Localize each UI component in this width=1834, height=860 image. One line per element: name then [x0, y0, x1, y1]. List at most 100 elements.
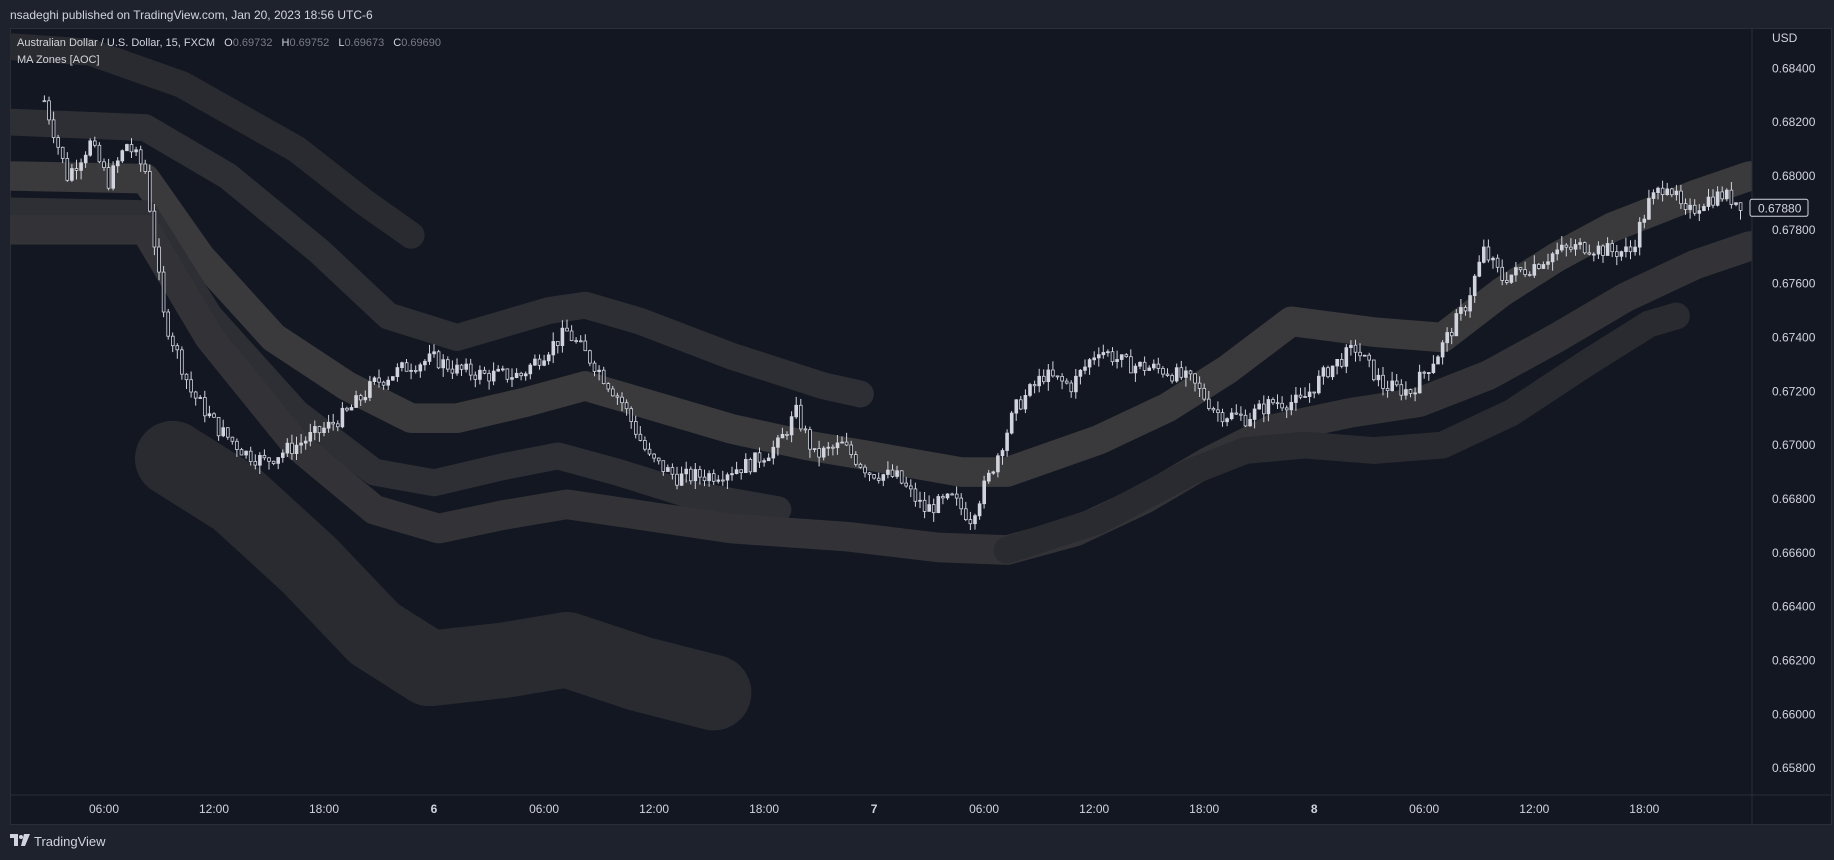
- candle: [1523, 261, 1527, 278]
- candle-body: [574, 340, 578, 343]
- candle-body: [1477, 261, 1482, 277]
- candle: [1262, 395, 1266, 423]
- candle-body: [996, 455, 1000, 473]
- candle-body: [1165, 373, 1170, 376]
- candle: [1495, 254, 1500, 273]
- candle-body: [1294, 394, 1298, 403]
- candle-body: [762, 460, 766, 463]
- candle: [1138, 361, 1142, 370]
- last-price-marker: 0.67880: [1749, 198, 1809, 217]
- candle: [418, 362, 423, 378]
- tradingview-logo[interactable]: TradingView: [10, 834, 106, 849]
- candle: [1074, 369, 1078, 399]
- candle-body: [991, 471, 996, 474]
- candle-body: [1083, 366, 1087, 371]
- candle: [611, 385, 615, 397]
- candle: [1440, 340, 1445, 365]
- candle: [643, 436, 647, 452]
- candle-body: [1702, 206, 1706, 211]
- candle-body: [1133, 365, 1138, 374]
- price-axis[interactable]: 0.68400 0.68200 0.68000 0.67800 0.67600 0.674…: [1772, 61, 1816, 775]
- candle: [1560, 236, 1564, 253]
- candle-body: [313, 426, 317, 433]
- candle-body: [1106, 351, 1110, 354]
- candle-body: [496, 368, 500, 372]
- candle-body: [1262, 403, 1266, 415]
- candle-body: [597, 369, 601, 373]
- tradingview-brand: TradingView: [34, 834, 106, 849]
- candle: [1165, 368, 1170, 377]
- candle: [886, 461, 890, 479]
- candle: [1335, 358, 1340, 375]
- candle-body: [1413, 392, 1417, 395]
- candle: [175, 343, 180, 359]
- candle: [780, 427, 785, 439]
- candle: [528, 363, 533, 380]
- candle-body: [116, 160, 120, 167]
- candle-body: [1601, 245, 1605, 256]
- candle-body: [918, 499, 922, 502]
- candle-body: [138, 149, 143, 165]
- candle-body: [1257, 403, 1262, 410]
- candle-body: [730, 473, 734, 476]
- candle-body: [1349, 344, 1353, 349]
- candle-body: [1376, 374, 1381, 381]
- candle-body: [1330, 365, 1335, 378]
- candle: [303, 436, 308, 450]
- candle-body: [441, 359, 445, 369]
- candle-body: [230, 436, 235, 442]
- candle-body: [1670, 188, 1674, 196]
- candle-body: [702, 476, 707, 482]
- candle-body: [542, 360, 546, 366]
- candle: [551, 332, 556, 364]
- candle-body: [588, 350, 592, 364]
- candle-body: [262, 454, 267, 459]
- candle-body: [1514, 267, 1518, 276]
- time-tick-label: 18:00: [309, 802, 339, 816]
- candle-body: [386, 379, 390, 386]
- price-chart[interactable]: 0.68400 0.68200 0.68000 0.67800 0.67600 0.674…: [10, 28, 1832, 825]
- candle-body: [1234, 412, 1239, 415]
- candle-body: [60, 146, 65, 159]
- candle-body: [1248, 418, 1252, 427]
- candle-body: [510, 377, 514, 380]
- candle: [514, 368, 519, 379]
- candle: [1147, 365, 1152, 371]
- candle: [656, 457, 661, 465]
- candle-body: [1592, 253, 1596, 256]
- candle-body: [551, 341, 556, 356]
- candle-body: [157, 246, 161, 273]
- candle-body: [1225, 418, 1229, 423]
- candle-body: [1427, 372, 1431, 375]
- candle-body: [244, 450, 248, 456]
- candle: [1527, 271, 1532, 277]
- candle: [588, 349, 592, 367]
- candle: [111, 161, 116, 191]
- candle-body: [629, 408, 633, 422]
- candle: [116, 157, 120, 173]
- candle-body: [1069, 382, 1074, 393]
- candle: [395, 363, 400, 382]
- candle: [734, 461, 739, 475]
- candle: [1339, 353, 1344, 369]
- candle-body: [184, 373, 189, 381]
- publisher-bar: nsadeghi published on TradingView.com, J…: [0, 0, 1834, 28]
- candle: [1500, 259, 1505, 286]
- time-tick-label: 06:00: [969, 802, 999, 816]
- indicator-name[interactable]: MA Zones [AOC]: [17, 54, 100, 66]
- candle-body: [959, 497, 963, 510]
- candle: [1042, 369, 1046, 385]
- candle: [1266, 395, 1271, 422]
- candle-body: [1615, 251, 1619, 257]
- candle-body: [725, 474, 730, 481]
- candle-body: [799, 404, 803, 430]
- candle-body: [445, 359, 450, 370]
- candle: [331, 413, 335, 431]
- candle: [730, 466, 734, 481]
- last-price-box: [1749, 198, 1809, 217]
- candle: [47, 96, 51, 125]
- time-axis[interactable]: 06:00 12:00 18:00 6 06:00 12:00 18:00 7 06:00 12:…: [89, 802, 1660, 816]
- candle-body: [345, 407, 349, 411]
- price-tick-label: 0.67400: [1772, 331, 1816, 345]
- candle-body: [1445, 332, 1450, 344]
